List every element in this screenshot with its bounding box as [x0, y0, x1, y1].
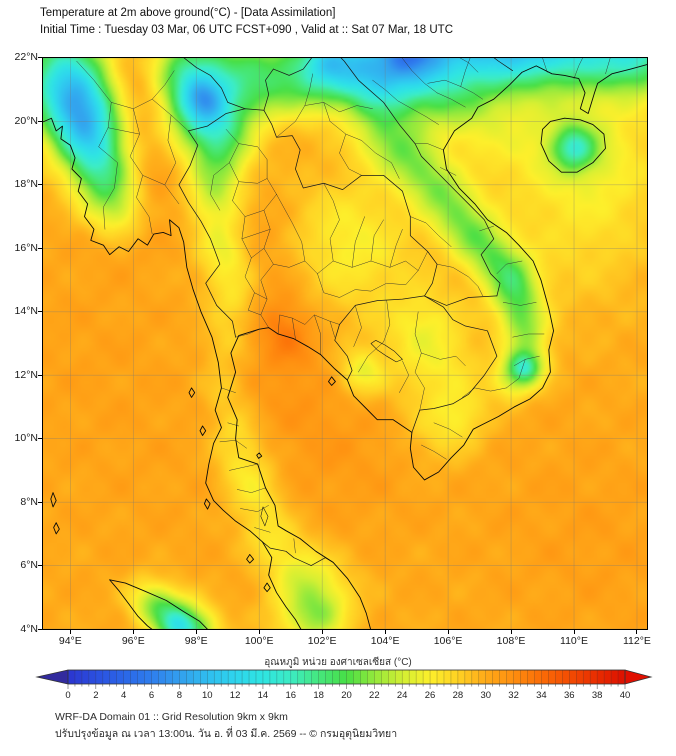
x-axis-tick — [321, 630, 323, 634]
x-axis-tick-label: 98°E — [184, 635, 208, 647]
x-axis-tick-label: 106°E — [433, 635, 463, 647]
y-axis-tick — [38, 184, 42, 186]
x-axis-tick — [69, 630, 71, 634]
y-axis-tick-label: 16°N — [14, 241, 38, 254]
colorbar-tick-label: 34 — [536, 690, 547, 701]
x-axis-tick — [510, 630, 512, 634]
footer: WRF-DA Domain 01 :: Grid Resolution 9km … — [55, 709, 397, 742]
colorbar-tick-label: 36 — [564, 690, 575, 701]
temperature-map-canvas — [42, 57, 648, 630]
colorbar-tick-label: 0 — [65, 690, 71, 701]
x-axis-tick — [573, 630, 575, 634]
colorbar-tick-label: 22 — [369, 690, 380, 701]
y-axis-tick — [38, 628, 42, 630]
y-axis-tick — [38, 374, 42, 376]
y-axis-tick-label: 6°N — [20, 559, 38, 572]
x-axis-tick — [132, 630, 134, 634]
colorbar-tick-label: 40 — [619, 690, 631, 701]
x-axis-tick-label: 112°E — [622, 635, 651, 647]
map-area — [42, 57, 648, 630]
y-axis-tick-label: 8°N — [20, 495, 38, 508]
x-axis-tick — [447, 630, 449, 634]
colorbar-tick-label: 16 — [285, 690, 297, 701]
y-axis-tick-label: 22°N — [14, 51, 38, 64]
y-axis-tick — [38, 565, 42, 567]
page-subtitle: Initial Time : Tuesday 03 Mar, 06 UTC FC… — [40, 24, 454, 36]
y-axis-tick — [38, 247, 42, 249]
colorbar-tick-label: 2 — [93, 690, 99, 701]
x-axis-tick-label: 110°E — [560, 635, 588, 647]
y-axis-tick-label: 18°N — [14, 178, 38, 191]
x-axis-tick — [636, 630, 638, 634]
colorbar-tick-label: 30 — [480, 690, 492, 701]
x-axis-tick-label: 94°E — [58, 635, 82, 647]
colorbar-tick-label: 4 — [121, 690, 127, 701]
y-axis-tick-label: 14°N — [14, 305, 38, 318]
footer-domain-info: WRF-DA Domain 01 :: Grid Resolution 9km … — [55, 711, 288, 723]
y-axis-tick-label: 12°N — [14, 368, 38, 381]
footer-update-info: ปรับปรุงข้อมูล ณ เวลา 13:00น. วัน อ. ที่… — [55, 727, 398, 740]
colorbar-label: อุณหภูมิ หน่วย องศาเซลเซียส (°C) — [264, 657, 412, 668]
y-axis-tick-label: 20°N — [14, 114, 38, 127]
colorbar-tick-label: 18 — [313, 690, 324, 701]
x-axis-tick-label: 108°E — [496, 635, 526, 647]
colorbar-tick-label: 12 — [229, 690, 241, 701]
colorbar-tick-label: 32 — [508, 690, 519, 701]
y-axis-tick — [38, 311, 42, 313]
colorbar-tick-label: 26 — [424, 690, 436, 701]
y-axis-tick-label: 10°N — [14, 432, 38, 445]
colorbar-tick-label: 28 — [452, 690, 464, 701]
colorbar-tick-label: 10 — [201, 690, 213, 701]
header: Temperature at 2m above ground(°C) - [Da… — [40, 5, 453, 39]
y-axis-tick — [38, 57, 42, 59]
y-axis-tick — [38, 120, 42, 122]
colorbar-tick-label: 24 — [396, 690, 408, 701]
colorbar-tick-label: 38 — [591, 690, 603, 701]
colorbar-tick-label: 8 — [176, 690, 183, 701]
colorbar-tick-label: 20 — [341, 690, 352, 701]
x-axis-tick-label: 104°E — [370, 635, 400, 647]
x-axis-tick — [258, 630, 260, 634]
y-axis-tick — [38, 501, 42, 503]
x-axis-tick-label: 100°E — [244, 635, 274, 647]
x-axis-tick-label: 96°E — [121, 635, 145, 647]
x-axis-tick — [384, 630, 386, 634]
colorbar-canvas — [0, 668, 676, 694]
x-axis-tick — [195, 630, 197, 634]
page-title: Temperature at 2m above ground(°C) - [Da… — [40, 7, 336, 19]
colorbar-tick-label: 14 — [257, 690, 269, 701]
x-axis-tick-label: 102°E — [307, 635, 337, 647]
y-axis-tick-label: 4°N — [20, 622, 38, 635]
colorbar-tick-label: 6 — [148, 690, 155, 701]
y-axis-tick — [38, 438, 42, 440]
